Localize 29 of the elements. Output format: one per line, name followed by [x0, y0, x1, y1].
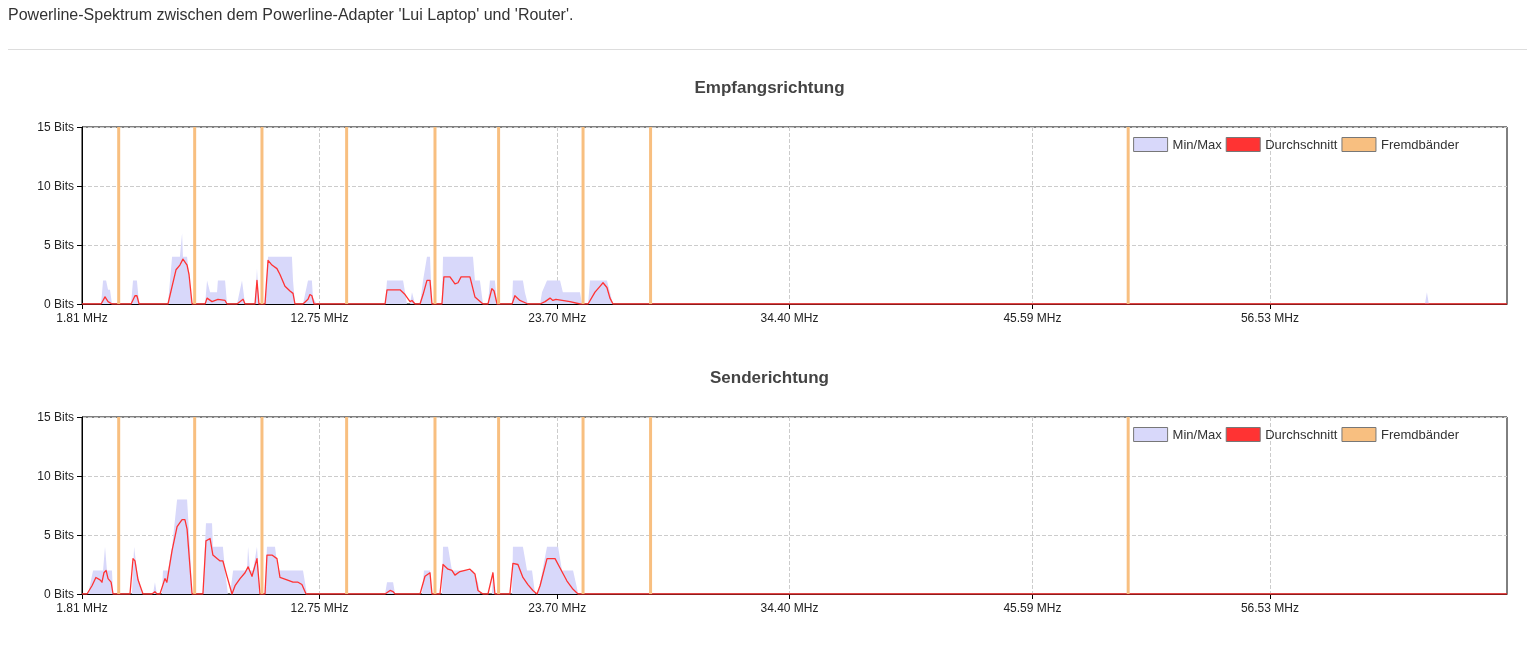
y-tick-label: 0 Bits	[43, 297, 74, 311]
x-tick-label: 34.40 MHz	[760, 311, 819, 325]
legend-label: Fremdbänder	[1380, 427, 1460, 442]
legend-label: Min/Max	[1172, 137, 1223, 152]
y-tick-label: 5 Bits	[43, 528, 74, 542]
x-tick-label: 56.53 MHz	[1240, 311, 1299, 325]
y-tick-label: 10 Bits	[37, 469, 74, 483]
legend-label: Min/Max	[1172, 427, 1223, 442]
chart-title: Senderichtung	[709, 368, 830, 387]
x-tick-label: 1.81 MHz	[56, 601, 108, 615]
legend-label: Durchschnitt	[1265, 427, 1338, 442]
x-tick-label: 12.75 MHz	[290, 311, 349, 325]
y-tick-label: 15 Bits	[37, 410, 74, 424]
x-tick-label: 12.75 MHz	[290, 601, 349, 615]
x-tick-label: 1.81 MHz	[56, 311, 108, 325]
chart-title: Empfangsrichtung	[694, 78, 845, 97]
y-tick-label: 5 Bits	[43, 238, 74, 252]
x-tick-label: 56.53 MHz	[1240, 601, 1299, 615]
x-tick-label: 45.59 MHz	[1003, 311, 1062, 325]
x-tick-label: 34.40 MHz	[760, 601, 819, 615]
legend-label: Fremdbänder	[1380, 137, 1460, 152]
legend-label: Durchschnitt	[1265, 137, 1338, 152]
x-tick-label: 45.59 MHz	[1003, 601, 1062, 615]
y-tick-label: 0 Bits	[43, 587, 74, 601]
x-tick-label: 23.70 MHz	[528, 601, 587, 615]
text: Powerline-Spektrum zwischen dem Powerline-Adapter 'Lui Laptop' und 'Router'.	[8, 6, 574, 24]
y-tick-label: 15 Bits	[37, 120, 74, 134]
y-tick-label: 10 Bits	[37, 179, 74, 193]
x-tick-label: 23.70 MHz	[528, 311, 587, 325]
